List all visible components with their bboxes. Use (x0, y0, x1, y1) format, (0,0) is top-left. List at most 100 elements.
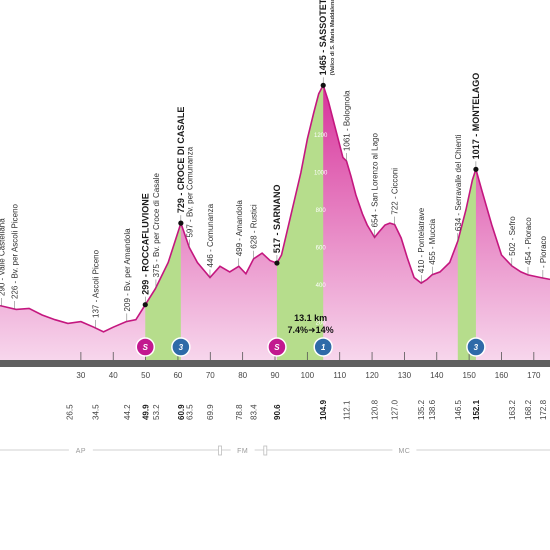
km-label: 152.1 (472, 399, 481, 420)
km-label: 44.2 (123, 404, 132, 420)
altitude-tick-label: 400 (316, 283, 327, 289)
km-label: 146.5 (454, 399, 463, 420)
km-label: 120.8 (371, 399, 380, 420)
province-border (218, 445, 222, 456)
location-label: 375 - Bv. per Croce di Casale (152, 173, 161, 278)
km-label: 172.8 (539, 399, 548, 420)
km-label: 135.2 (417, 399, 426, 420)
location-label: 446 - Comunanza (206, 203, 215, 267)
location-label: 299 - ROCCAFLUVIONE (140, 193, 150, 295)
x-tick-label: 60 (173, 371, 182, 380)
province-label-bg (392, 445, 417, 455)
badge-label: 3 (179, 343, 184, 352)
location-label: 499 - Amandola (235, 200, 244, 257)
x-tick-label: 160 (495, 371, 509, 380)
location-label: 729 - CROCE DI CASALE (176, 107, 186, 214)
location-label: 597 - Bv. per Comunanza (185, 146, 194, 237)
province-label-bg (68, 445, 93, 455)
province-label: FM (237, 448, 248, 455)
climb-badges: S 3 S 1 3 (135, 337, 486, 357)
altitude-tick-label: 1000 (314, 171, 328, 177)
x-tick-label: 130 (398, 371, 412, 380)
km-label: 49.9 (141, 404, 150, 420)
x-tick-label: 100 (301, 371, 315, 380)
location-label: 455 - Muccia (428, 218, 437, 264)
summit-dot (473, 166, 479, 172)
badge (135, 337, 156, 357)
km-label: 34.5 (91, 404, 100, 420)
location-label: 290 - Valle Castellana (0, 218, 7, 296)
profile-line (0, 83, 550, 333)
y-axis-ticks: 200 400 600 800 1000 1200 (314, 133, 328, 327)
climb-segment (276, 85, 324, 360)
location-label: 1465 - SASSOTETTO (318, 0, 328, 75)
x-tick-label: 80 (238, 371, 247, 380)
profile-outline (0, 83, 550, 333)
climb-gradient: 7.4%➜14% (288, 325, 334, 335)
altitude-tick-label: 800 (316, 208, 327, 214)
location-label: 1017 - MONTELAGO (471, 73, 481, 160)
km-label: 53.2 (152, 404, 161, 420)
province-border (263, 445, 268, 456)
badge (466, 337, 486, 357)
badge (171, 337, 191, 357)
km-label: 83.4 (250, 404, 259, 420)
profile-fill (0, 85, 550, 361)
badge-label: 1 (321, 343, 326, 352)
badge (267, 337, 287, 357)
x-tick-label: 150 (462, 371, 476, 380)
location-label: 454 - Pioraco (524, 217, 533, 265)
summit-dot (320, 82, 326, 88)
badge-label: S (143, 343, 149, 352)
province-band: AP FM MC (0, 445, 550, 456)
km-label: 168.2 (524, 399, 533, 420)
x-tick-label: 90 (271, 371, 280, 380)
km-label: 112.1 (343, 400, 352, 420)
altitude-tick-label: 1200 (314, 133, 328, 139)
km-label: 69.9 (206, 404, 215, 420)
location-label: 517 - SARNANO (272, 185, 282, 254)
location-label: 137 - Ascoli Piceno (91, 249, 100, 318)
axis-band (0, 360, 550, 367)
x-tick-label: 30 (76, 371, 85, 380)
km-label: 90.6 (273, 404, 282, 420)
climb-annotation: 13.1 km 7.4%➜14% (288, 313, 334, 335)
province-label-bg (230, 445, 255, 455)
province-label: MC (398, 448, 410, 455)
location-label: 634 - Serravalle del Chienti (454, 134, 463, 231)
location-label: 502 - Sefro (508, 216, 517, 256)
badge-label: S (274, 343, 280, 352)
distance-axis: 30 40 50 60 70 80 90 100 110 120 130 140 150 160 170 26… (0, 352, 550, 420)
km-label: 78.8 (235, 404, 244, 420)
summit-dot (274, 260, 280, 266)
km-label: 104.9 (319, 399, 328, 420)
summit-dot (142, 302, 148, 308)
x-tick-label: 70 (206, 371, 215, 380)
x-tick-label: 120 (365, 371, 379, 380)
x-tick-label: 170 (527, 371, 541, 380)
profile-area (0, 85, 550, 361)
x-tick-label: 140 (430, 371, 444, 380)
location-label: 722 - Cicconi (391, 168, 400, 215)
km-label: 26.5 (66, 404, 75, 420)
badge-label: 3 (474, 343, 479, 352)
location-label: 226 - Bv. per Ascoli Piceno (11, 203, 20, 299)
altitude-tick-label: 600 (316, 246, 327, 252)
altitude-tick-label: 200 (316, 321, 327, 327)
km-label: 163.2 (508, 399, 517, 420)
location-label: 209 - Bv. per Amandola (123, 228, 132, 312)
location-sublabel: (Valico di S. Maria Maddalena) (330, 0, 336, 75)
x-tick-label: 110 (333, 371, 346, 380)
location-label: - Pioraco (539, 235, 548, 268)
badge (313, 337, 333, 357)
location-label: 628 - Rustici (250, 204, 259, 249)
km-label: 63.5 (185, 404, 194, 420)
climb-length: 13.1 km (294, 313, 327, 323)
location-label: 410 - Pontelatrave (417, 207, 426, 273)
x-tick-label: 50 (141, 371, 150, 380)
km-label: 127.0 (391, 399, 400, 420)
km-label: 60.9 (177, 404, 186, 420)
summit-dot (178, 220, 184, 226)
location-labels: 290 - Valle Castellana 226 - Bv. per Asco… (0, 0, 548, 318)
